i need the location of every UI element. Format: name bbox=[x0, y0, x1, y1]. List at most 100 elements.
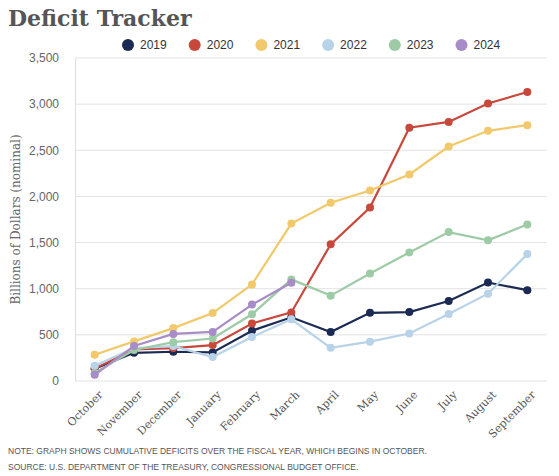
series bbox=[91, 88, 532, 373]
point bbox=[248, 319, 256, 327]
x-tick: October bbox=[65, 381, 107, 429]
x-tick-label: January bbox=[183, 388, 224, 429]
series bbox=[91, 221, 532, 377]
point bbox=[445, 310, 453, 318]
note: NOTE: GRAPH SHOWS CUMULATIVE DEFICITS OV… bbox=[8, 446, 427, 456]
series-line bbox=[95, 254, 528, 366]
y-axis-line bbox=[75, 59, 76, 382]
grid-line bbox=[75, 58, 547, 59]
legend-item: 2022 bbox=[322, 38, 367, 52]
y-tick-label: 2,500 bbox=[29, 144, 59, 158]
x-tick: August bbox=[461, 381, 499, 426]
point bbox=[366, 187, 374, 195]
point bbox=[327, 344, 335, 352]
x-tick-label: March bbox=[267, 388, 302, 423]
series-line bbox=[95, 225, 528, 373]
legend-label: 2022 bbox=[340, 38, 367, 52]
series-line bbox=[95, 283, 528, 369]
chart: Deficit Tracker 0 500 1,000 1,500 2,000 2,500 3… bbox=[0, 0, 559, 476]
point bbox=[405, 329, 413, 337]
y-tick-label: 3,500 bbox=[29, 51, 59, 65]
x-tick-label: April bbox=[312, 388, 342, 418]
point bbox=[91, 362, 99, 370]
grid-line bbox=[75, 242, 547, 243]
point bbox=[130, 342, 138, 350]
point bbox=[327, 199, 335, 207]
point bbox=[445, 143, 453, 151]
point bbox=[523, 221, 531, 229]
x-tick: May bbox=[355, 381, 382, 415]
grid-line bbox=[75, 150, 547, 151]
point bbox=[484, 290, 492, 298]
x-tick-label: December bbox=[135, 388, 185, 438]
x-tick-label: July bbox=[435, 388, 460, 413]
y-tick: 1,500 bbox=[29, 236, 75, 250]
point bbox=[248, 301, 256, 309]
y-tick-label: 1,500 bbox=[29, 236, 59, 250]
title: Deficit Tracker bbox=[8, 5, 192, 31]
y-axis-title: Billions of Dollars (nominal) bbox=[9, 134, 23, 304]
x-tick: January bbox=[183, 381, 224, 429]
series-line bbox=[95, 125, 528, 355]
point bbox=[484, 279, 492, 287]
series bbox=[91, 279, 296, 379]
point bbox=[405, 248, 413, 256]
series-line bbox=[95, 92, 528, 369]
point bbox=[484, 99, 492, 107]
y-tick-label: 2,000 bbox=[29, 190, 59, 204]
point bbox=[484, 127, 492, 135]
x-tick: December bbox=[135, 381, 185, 438]
x-tick-label: August bbox=[461, 388, 499, 426]
legend-marker bbox=[189, 39, 201, 51]
point bbox=[523, 250, 531, 258]
legend-item: 2021 bbox=[255, 38, 300, 52]
legend-item: 2023 bbox=[389, 38, 434, 52]
series bbox=[91, 250, 532, 370]
x-tick-label: February bbox=[218, 388, 264, 434]
legend-label: 2020 bbox=[207, 38, 234, 52]
point bbox=[405, 308, 413, 316]
y-tick: 3,500 bbox=[29, 51, 75, 65]
grid-line bbox=[75, 104, 547, 105]
grid-line bbox=[75, 196, 547, 197]
point bbox=[209, 353, 217, 361]
y-tick-label: 3,000 bbox=[29, 97, 59, 111]
point bbox=[248, 280, 256, 288]
legend-marker bbox=[122, 39, 134, 51]
point bbox=[445, 118, 453, 126]
x-tick: April bbox=[312, 381, 342, 417]
point bbox=[209, 309, 217, 317]
series bbox=[91, 121, 532, 359]
point bbox=[287, 315, 295, 323]
legend-label: 2023 bbox=[407, 38, 434, 52]
y-tick: 0 bbox=[52, 374, 75, 388]
y-axis: 0 500 1,000 1,500 2,000 2,500 3,000 3,500 bbox=[29, 51, 76, 388]
point bbox=[327, 240, 335, 248]
y-tick-label: 1,000 bbox=[29, 282, 59, 296]
legend: 201920202021202220232024 bbox=[122, 38, 501, 52]
legend-label: 2021 bbox=[273, 38, 300, 52]
series bbox=[91, 279, 532, 373]
point bbox=[327, 292, 335, 300]
point bbox=[366, 204, 374, 212]
plot-area: 0 500 1,000 1,500 2,000 2,500 3,000 3,500 Octobe… bbox=[29, 51, 547, 440]
legend-marker bbox=[456, 39, 468, 51]
x-tick-label: June bbox=[393, 388, 421, 416]
point bbox=[209, 328, 217, 336]
point bbox=[405, 170, 413, 178]
x-tick-label: September bbox=[486, 388, 539, 441]
series-group bbox=[91, 88, 532, 379]
point bbox=[169, 338, 177, 346]
series-line bbox=[95, 283, 292, 375]
point bbox=[287, 220, 295, 228]
point bbox=[91, 371, 99, 379]
y-tick: 2,500 bbox=[29, 144, 75, 158]
legend-marker bbox=[322, 39, 334, 51]
x-tick: March bbox=[267, 381, 302, 423]
x-tick-label: May bbox=[355, 388, 382, 415]
point bbox=[287, 279, 295, 287]
y-tick: 500 bbox=[39, 328, 75, 342]
legend-item: 2019 bbox=[122, 38, 167, 52]
x-tick: June bbox=[393, 381, 421, 416]
point bbox=[327, 328, 335, 336]
